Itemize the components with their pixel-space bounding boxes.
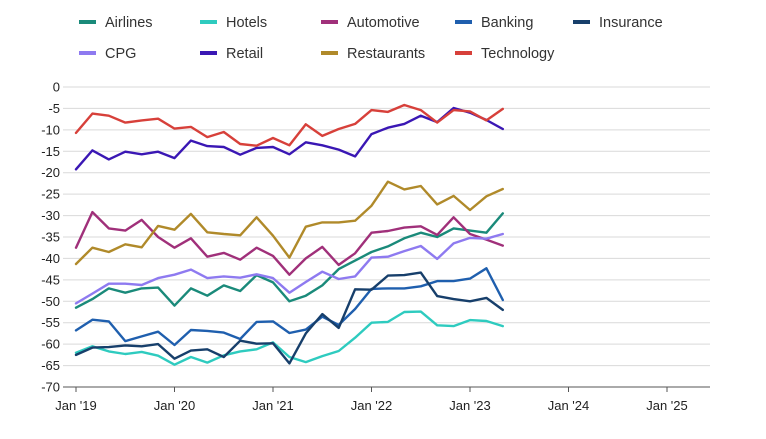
- series-line-hotels: [74, 310, 504, 366]
- x-tick-label: Jan '24: [548, 398, 590, 413]
- y-tick-label: 0: [53, 80, 60, 95]
- y-tick-label: -10: [41, 122, 60, 137]
- legend-label: Hotels: [226, 15, 267, 31]
- series-line-cpg: [74, 232, 504, 305]
- legend-item-insurance: Insurance: [573, 15, 663, 31]
- series-line-restaurants: [74, 180, 504, 266]
- x-tick-label: Jan '23: [449, 398, 491, 413]
- x-axis: Jan '19 Jan '20 Jan '21 Jan '22 Jan '23 Jan '…: [55, 387, 688, 413]
- y-tick-label: -40: [41, 251, 60, 266]
- x-tick-label: Jan '20: [154, 398, 196, 413]
- legend-item-cpg: CPG: [79, 46, 136, 62]
- legend-label: Banking: [481, 15, 533, 31]
- legend-label: CPG: [105, 46, 136, 62]
- legend-label: Insurance: [599, 15, 663, 31]
- series-line-airlines: [74, 212, 504, 309]
- y-tick-label: -60: [41, 337, 60, 352]
- legend-item-restaurants: Restaurants: [321, 46, 425, 62]
- y-tick-label: -5: [48, 101, 60, 116]
- x-tick-label: Jan '22: [351, 398, 393, 413]
- legend-item-technology: Technology: [455, 46, 555, 62]
- series-line-technology: [74, 103, 504, 147]
- legend-label: Airlines: [105, 15, 153, 31]
- legend-label: Technology: [481, 46, 555, 62]
- x-tick-label: Jan '25: [646, 398, 688, 413]
- legend-label: Restaurants: [347, 46, 425, 62]
- series-line-retail: [74, 106, 504, 171]
- legend-item-retail: Retail: [200, 46, 263, 62]
- legend-label: Automotive: [347, 15, 420, 31]
- x-tick-label: Jan '19: [55, 398, 97, 413]
- y-tick-label: -45: [41, 272, 60, 287]
- y-tick-label: -35: [41, 230, 60, 245]
- y-tick-label: -30: [41, 208, 60, 223]
- y-tick-label: -25: [41, 187, 60, 202]
- legend-item-airlines: Airlines: [79, 15, 153, 31]
- series-line-automotive: [74, 210, 504, 276]
- y-axis: 0 -5 -10 -15 -20 -25 -30 -35 -40 -45 -50 -55 -60 -65 -…: [41, 80, 60, 395]
- y-tick-label: -20: [41, 165, 60, 180]
- y-tick-label: -65: [41, 358, 60, 373]
- legend: Airlines Hotels Automotive Banking Insurance…: [79, 15, 663, 62]
- legend-label: Retail: [226, 46, 263, 62]
- legend-item-automotive: Automotive: [321, 15, 420, 31]
- series-lines: [74, 103, 504, 366]
- series-line-insurance: [74, 271, 504, 365]
- y-tick-label: -55: [41, 315, 60, 330]
- legend-item-banking: Banking: [455, 15, 533, 31]
- y-tick-label: -15: [41, 144, 60, 159]
- y-tick-label: -70: [41, 380, 60, 395]
- gridlines: [63, 86, 710, 388]
- series-line-banking: [74, 267, 504, 347]
- legend-item-hotels: Hotels: [200, 15, 267, 31]
- y-tick-label: -50: [41, 294, 60, 309]
- x-tick-label: Jan '21: [252, 398, 294, 413]
